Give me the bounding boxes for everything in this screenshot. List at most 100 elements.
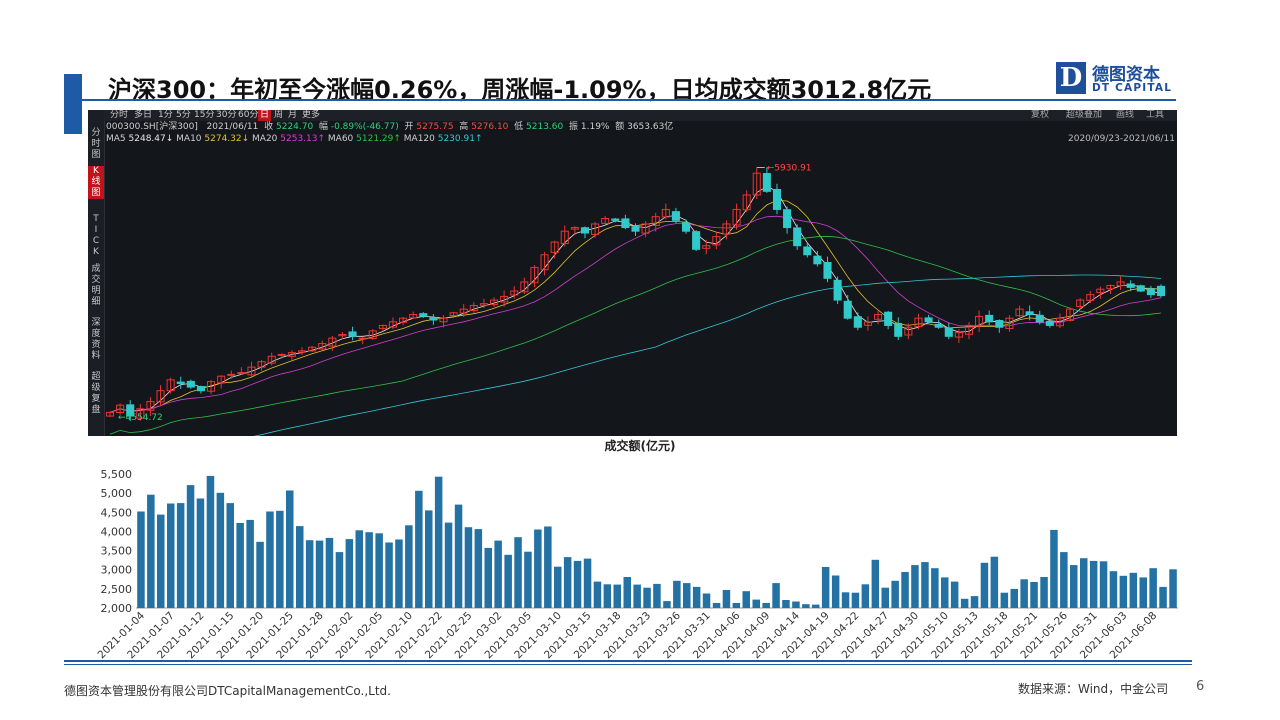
volume-bar (395, 539, 403, 608)
kline-tab-6[interactable]: 60分 (238, 110, 259, 120)
volume-bar (752, 599, 760, 608)
candle (702, 239, 711, 255)
candle (752, 167, 761, 200)
candle (540, 251, 549, 276)
ma-legend-value-4: 5230.91↑ (437, 134, 483, 144)
volume-bar (712, 603, 721, 608)
candle (661, 203, 670, 220)
kline-tool-3[interactable]: 工具 (1146, 110, 1165, 120)
candle (1055, 313, 1064, 328)
volume-bar (1129, 572, 1138, 608)
candle (409, 311, 418, 319)
candle (611, 217, 620, 223)
candle (995, 319, 1004, 333)
volume-bar (573, 560, 582, 608)
candle (560, 225, 569, 247)
candle (934, 319, 943, 329)
volume-bar (663, 601, 671, 608)
candle (530, 265, 539, 288)
kline-tool-2[interactable]: 画线 (1116, 110, 1135, 120)
kline-tool-1[interactable]: 超级叠加 (1066, 110, 1103, 120)
kline-tab-3[interactable]: 5分 (176, 110, 191, 120)
candle (550, 240, 559, 259)
candle (601, 215, 610, 225)
volume-bar (1080, 558, 1088, 608)
ma-line-3 (109, 235, 1162, 435)
kline-tab-4[interactable]: 15分 (194, 110, 215, 120)
volume-bar (1060, 552, 1068, 608)
candle (591, 222, 600, 238)
candle (742, 190, 751, 213)
volume-bar (1010, 588, 1018, 608)
candle (863, 316, 872, 331)
y-tick-label: 2,000 (101, 602, 133, 615)
kline-tab-5[interactable]: 30分 (216, 110, 237, 120)
volume-bar (861, 584, 870, 608)
kline-tab-9[interactable]: 月 (288, 110, 298, 120)
candle (267, 352, 276, 366)
ma-legend-label-4: MA120 (403, 134, 438, 144)
kline-tab-8[interactable]: 周 (274, 110, 284, 120)
candle (681, 219, 691, 234)
candle (166, 377, 175, 394)
candle (348, 326, 357, 341)
candle (510, 286, 519, 299)
volume-bar (762, 603, 770, 608)
volume-bar (226, 503, 234, 608)
candle (1066, 307, 1075, 322)
candle (944, 323, 953, 340)
volume-bar (1040, 577, 1048, 608)
kline-tab-10[interactable]: 更多 (302, 110, 321, 120)
candle (580, 226, 590, 239)
kline-side-item-3[interactable]: 成交明细 (91, 264, 101, 307)
volume-bar (1099, 561, 1108, 608)
kline-tab-2[interactable]: 1分 (158, 110, 173, 120)
ma-legend-label-2: MA20 (252, 134, 281, 144)
volume-bar (583, 558, 592, 608)
volume-bar (673, 580, 681, 608)
footer-rule-thin (64, 664, 1192, 665)
date-range: 2020/09/23-2021/06/11 (1068, 134, 1175, 144)
candle (924, 314, 933, 324)
volume-bar (643, 587, 651, 608)
kline-tool-0[interactable]: 复权 (1031, 110, 1050, 120)
candle (722, 220, 731, 240)
volume-chart-title: 成交额(亿元) (604, 439, 676, 453)
candle (1086, 290, 1095, 304)
volume-bar (186, 485, 195, 608)
logo-chinese-name: 德图资本 (1092, 65, 1160, 85)
candle (277, 353, 286, 359)
kline-tab-0[interactable]: 分时 (110, 110, 129, 120)
candle (1096, 286, 1105, 299)
volume-bar (236, 523, 244, 608)
kline-side-item-4[interactable]: 深度资料 (91, 318, 101, 361)
candle (116, 403, 125, 415)
volume-bar (911, 565, 919, 608)
company-logo: D 德图资本 DT CAPITAL (1056, 62, 1178, 98)
volume-bar (901, 572, 909, 608)
kline-side-item-5[interactable]: 超级复盘 (91, 372, 101, 415)
candle (803, 242, 812, 258)
candle (469, 302, 478, 314)
volume-bar (544, 526, 552, 608)
open-label: 开 (404, 122, 414, 132)
candle (813, 250, 822, 267)
high-annotation: ←5930.91 (767, 164, 812, 174)
kline-tab-1[interactable]: 多日 (134, 110, 153, 120)
candle (1076, 298, 1085, 310)
bar-date: 2021/06/11 (206, 122, 259, 132)
volume-bar (792, 601, 800, 608)
candle (651, 212, 660, 232)
kline-tab-7[interactable]: 日 (258, 110, 272, 121)
volume-bar (434, 476, 443, 608)
candle (399, 316, 408, 326)
candle (954, 329, 963, 344)
candle (772, 183, 782, 215)
kline-side-item-0[interactable]: 分时图 (91, 128, 101, 160)
ma-line-2 (109, 215, 1162, 413)
candle (227, 370, 236, 379)
volume-bar (415, 490, 423, 608)
candle (762, 167, 771, 193)
